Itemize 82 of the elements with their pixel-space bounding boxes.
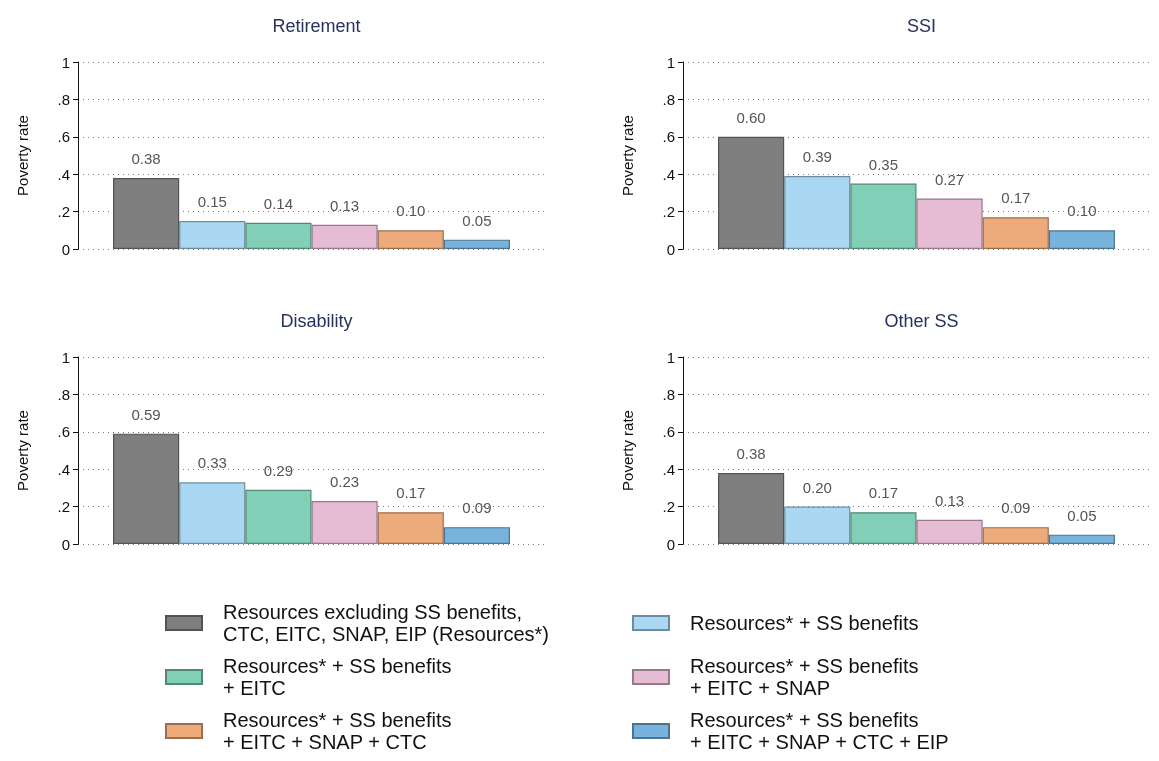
y-tick-label: .2 xyxy=(662,498,675,516)
y-tick-label: 1 xyxy=(666,53,675,71)
data-label: 0.17 xyxy=(1001,189,1031,207)
y-tick-label: .6 xyxy=(662,128,675,146)
legend-label: Resources* + SS benefits + EITC xyxy=(223,655,453,699)
bar xyxy=(784,506,851,544)
y-tick-label: .4 xyxy=(662,460,675,478)
bar xyxy=(1048,230,1115,249)
legend-label: Resources excluding SS benefits, CTC, EITC, SNAP, EIP (Resources*) xyxy=(223,601,550,645)
y-tick-label: 0 xyxy=(61,240,70,258)
bar xyxy=(916,519,983,544)
y-tick-label: .4 xyxy=(662,165,675,183)
bar xyxy=(245,489,312,544)
data-label: 0.39 xyxy=(802,148,832,166)
bar xyxy=(916,198,983,249)
y-tick-label: 1 xyxy=(61,348,70,366)
data-label: 0.35 xyxy=(868,155,899,173)
data-label: 0.27 xyxy=(934,170,965,188)
data-label: 0.60 xyxy=(736,108,766,126)
y-tick-label: .8 xyxy=(662,385,675,403)
bar xyxy=(311,500,378,544)
data-label: 0.13 xyxy=(329,196,360,214)
y-axis-title: Poverty rate xyxy=(14,115,31,196)
data-label: 0.17 xyxy=(396,484,426,502)
chart-title: Other SS xyxy=(884,311,959,331)
bar xyxy=(377,230,444,249)
data-label: 0.05 xyxy=(462,211,492,229)
y-tick-label: .2 xyxy=(662,203,675,221)
data-label: 0.38 xyxy=(736,444,766,462)
data-label: 0.29 xyxy=(263,461,294,479)
bar xyxy=(377,512,444,544)
y-tick-label: 0 xyxy=(61,535,70,553)
chart-title: Retirement xyxy=(272,16,361,36)
data-label: 0.20 xyxy=(802,478,832,496)
y-tick-label: 1 xyxy=(666,348,675,366)
bar xyxy=(784,176,851,249)
data-label: 0.15 xyxy=(197,192,227,210)
y-tick-label: .6 xyxy=(57,128,70,146)
legend-label: Resources* + SS benefits + EITC + SNAP xyxy=(690,655,920,699)
y-tick-label: .6 xyxy=(57,423,70,441)
data-label: 0.59 xyxy=(131,405,161,423)
data-label: 0.23 xyxy=(329,472,360,490)
data-label: 0.13 xyxy=(934,491,965,509)
bar xyxy=(982,527,1049,544)
data-label: 0.05 xyxy=(1067,506,1097,524)
data-label: 0.33 xyxy=(197,454,227,472)
bar xyxy=(850,512,917,544)
bar xyxy=(1048,534,1115,544)
bar xyxy=(443,239,510,249)
bar xyxy=(179,220,246,249)
bar xyxy=(179,482,246,544)
y-tick-label: .2 xyxy=(57,498,70,516)
y-axis-title: Poverty rate xyxy=(14,410,31,491)
y-tick-label: .2 xyxy=(57,203,70,221)
bar xyxy=(311,224,378,249)
y-tick-label: .4 xyxy=(57,460,70,478)
bar xyxy=(982,217,1049,249)
chart-title: Disability xyxy=(280,311,353,331)
y-tick-label: .8 xyxy=(662,90,675,108)
data-label: 0.10 xyxy=(1067,202,1097,220)
y-tick-label: .8 xyxy=(57,385,70,403)
bar xyxy=(850,183,917,249)
data-label: 0.17 xyxy=(868,484,899,502)
data-label: 0.09 xyxy=(1001,499,1031,517)
data-label: 0.10 xyxy=(396,202,426,220)
legend-label: Resources* + SS benefits xyxy=(690,612,920,634)
y-axis-title: Poverty rate xyxy=(619,410,636,491)
legend-label: Resources* + SS benefits + EITC + SNAP + CTC xyxy=(223,709,453,753)
bar xyxy=(443,527,510,544)
y-tick-label: .6 xyxy=(662,423,675,441)
y-tick-label: .4 xyxy=(57,165,70,183)
y-axis-title: Poverty rate xyxy=(619,115,636,196)
data-label: 0.14 xyxy=(263,194,294,212)
data-label: 0.38 xyxy=(131,149,161,167)
y-tick-label: .8 xyxy=(57,90,70,108)
y-tick-label: 0 xyxy=(666,535,675,553)
chart-title: SSI xyxy=(906,16,937,36)
legend-label: Resources* + SS benefits + EITC + SNAP + CTC + EIP xyxy=(690,709,950,753)
y-tick-label: 0 xyxy=(666,240,675,258)
bar xyxy=(245,222,312,249)
y-tick-label: 1 xyxy=(61,53,70,71)
data-label: 0.09 xyxy=(462,499,492,517)
